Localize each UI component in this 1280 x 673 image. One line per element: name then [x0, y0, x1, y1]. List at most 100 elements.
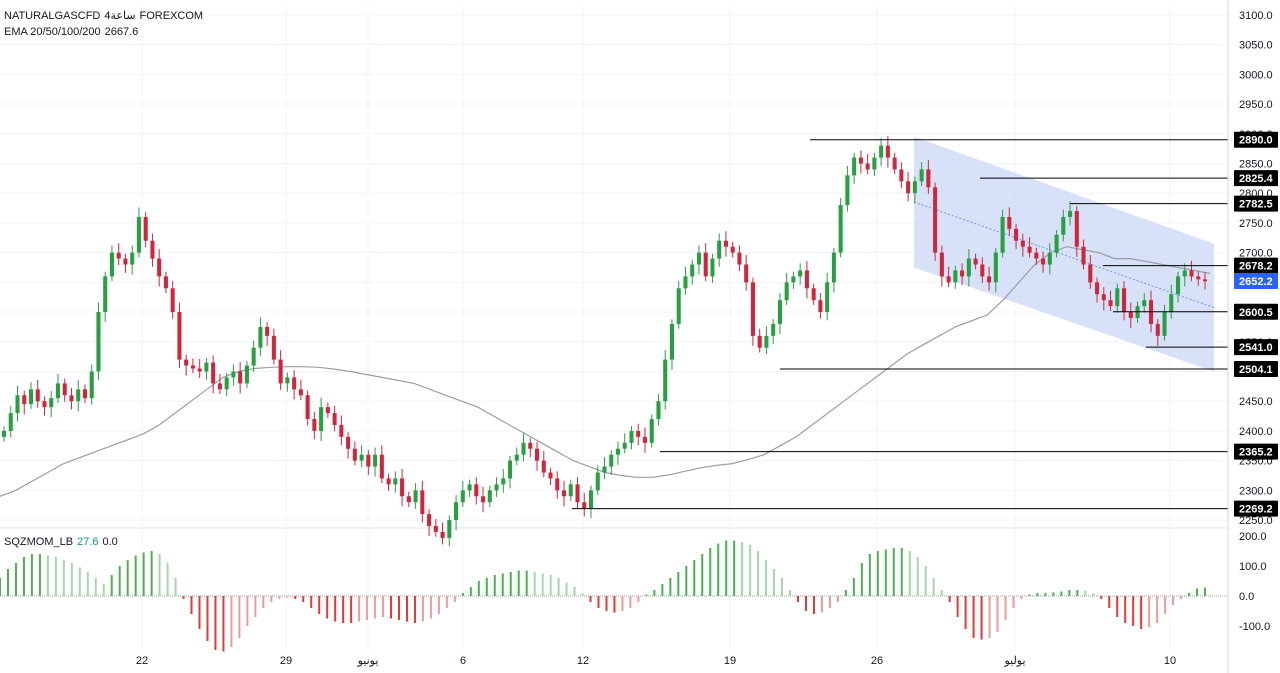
- candle: [454, 495, 459, 531]
- candle: [1047, 243, 1052, 275]
- candle: [1128, 302, 1133, 329]
- candle: [1054, 230, 1059, 258]
- candle: [373, 447, 378, 477]
- candle-body: [838, 205, 843, 253]
- candle: [400, 468, 405, 507]
- candle-body: [197, 368, 202, 372]
- candle-body: [818, 300, 823, 313]
- candle: [393, 471, 398, 493]
- candle: [420, 480, 425, 523]
- date-tick-label: يوليو: [1003, 655, 1025, 667]
- channel-midline: [913, 201, 1215, 309]
- candle-body: [912, 181, 917, 194]
- candle: [528, 438, 533, 458]
- candle-body: [953, 270, 958, 283]
- candle-body: [244, 365, 249, 384]
- candle: [744, 255, 749, 291]
- price-tick-label: 3000.0: [1239, 69, 1273, 81]
- candle: [784, 272, 789, 305]
- candle: [136, 207, 141, 258]
- candle-body: [582, 502, 587, 509]
- candle: [535, 441, 540, 471]
- candle-body: [1061, 216, 1066, 235]
- candle: [615, 441, 621, 465]
- candle-body: [379, 454, 384, 479]
- candle: [980, 257, 985, 283]
- price-tick-label: 2300.0: [1239, 485, 1273, 497]
- candle-body: [669, 323, 674, 360]
- candle: [433, 518, 438, 537]
- candle: [831, 247, 836, 293]
- candle: [811, 283, 816, 305]
- level-tag: [1234, 361, 1278, 378]
- candle-body: [690, 264, 695, 277]
- candle-body: [62, 383, 67, 396]
- candle-body: [130, 252, 135, 265]
- candle-body: [319, 407, 324, 431]
- candle: [325, 402, 330, 418]
- candle: [211, 355, 216, 394]
- candle-body: [258, 326, 263, 348]
- candle: [28, 382, 34, 409]
- candle: [352, 441, 357, 466]
- candle-body: [1041, 258, 1046, 265]
- candle-body: [831, 252, 836, 283]
- candle: [1108, 290, 1113, 311]
- candle: [190, 358, 195, 374]
- candle: [82, 384, 87, 403]
- candle-body: [1169, 294, 1174, 313]
- candle-body: [723, 240, 728, 247]
- candle: [555, 471, 560, 499]
- candle: [676, 281, 681, 329]
- candle-body: [312, 419, 317, 431]
- candle: [379, 445, 384, 484]
- candle-body: [136, 216, 141, 253]
- level-tag: [1234, 170, 1278, 187]
- date-tick-label: يونيو: [357, 655, 379, 667]
- candle-body: [265, 326, 270, 336]
- ema-legend[interactable]: EMA 20/50/100/200 2667.6: [4, 26, 142, 38]
- candle-body: [1128, 312, 1133, 318]
- symbol-header[interactable]: NATURALGASCFD 4ساعة FOREXCOM: [4, 9, 207, 22]
- candle: [204, 357, 209, 380]
- candle: [1182, 263, 1187, 287]
- candle: [872, 152, 877, 176]
- sqzmom-legend[interactable]: SQZMOM_LB 27.6 0.0: [4, 536, 122, 548]
- candle: [346, 432, 351, 459]
- candle-body: [292, 377, 297, 390]
- candle-body: [561, 490, 567, 497]
- candle: [116, 243, 121, 266]
- candle: [413, 483, 418, 509]
- candle: [588, 485, 594, 519]
- candle-body: [717, 240, 722, 259]
- candle-body: [474, 484, 479, 497]
- candle-body: [467, 484, 472, 491]
- candle-body: [615, 448, 621, 455]
- level-tag: [1234, 443, 1278, 460]
- candle-body: [332, 413, 337, 425]
- candle: [265, 322, 270, 346]
- date-tick-label: 26: [871, 655, 883, 667]
- candle-body: [1175, 276, 1181, 295]
- candle: [1115, 283, 1120, 313]
- level-tag-label: 2782.5: [1239, 199, 1273, 211]
- candle-body: [892, 157, 897, 170]
- candle: [271, 328, 276, 365]
- levels: [572, 139, 1228, 510]
- candle-body: [285, 377, 290, 384]
- candle-body: [514, 454, 519, 461]
- candle-body: [109, 252, 114, 277]
- candle: [987, 266, 992, 291]
- candle-body: [730, 246, 735, 253]
- candle: [366, 449, 371, 475]
- candle-body: [575, 484, 580, 503]
- candle-body: [696, 252, 701, 265]
- candle: [1068, 201, 1073, 226]
- candle-body: [825, 282, 830, 313]
- candle: [1162, 304, 1167, 341]
- candle-body: [359, 454, 364, 461]
- candle: [757, 328, 762, 353]
- level-tag: [1234, 500, 1278, 517]
- candle-body: [460, 490, 465, 503]
